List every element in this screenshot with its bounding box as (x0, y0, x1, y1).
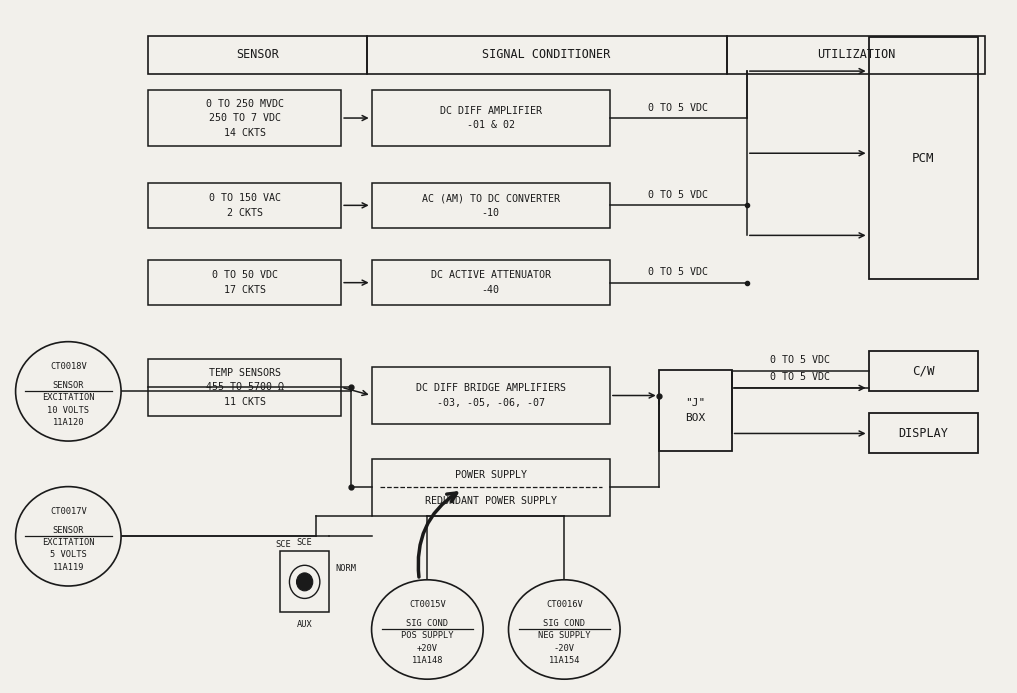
Text: SIG COND: SIG COND (543, 619, 585, 628)
Text: EXCITATION: EXCITATION (42, 538, 95, 547)
Text: 11A120: 11A120 (53, 418, 84, 427)
Text: +20V: +20V (417, 644, 438, 653)
Text: 250 TO 7 VDC: 250 TO 7 VDC (208, 113, 281, 123)
Text: SIGNAL CONDITIONER: SIGNAL CONDITIONER (482, 49, 610, 62)
Text: 0 TO 150 VAC: 0 TO 150 VAC (208, 193, 281, 203)
Text: 0 TO 250 MVDC: 0 TO 250 MVDC (205, 98, 284, 109)
Text: -40: -40 (482, 285, 499, 295)
Text: 11A154: 11A154 (548, 656, 580, 665)
Text: 0 TO 50 VDC: 0 TO 50 VDC (212, 270, 278, 281)
Text: DC DIFF AMPLIFIER: DC DIFF AMPLIFIER (439, 106, 542, 116)
Ellipse shape (15, 342, 121, 441)
Bar (148, 359, 341, 416)
Ellipse shape (15, 486, 121, 586)
Text: 0 TO 5 VDC: 0 TO 5 VDC (770, 356, 830, 365)
Text: SCE: SCE (276, 540, 291, 549)
Text: 14 CKTS: 14 CKTS (224, 128, 265, 137)
Text: DC DIFF BRIDGE AMPLIFIERS: DC DIFF BRIDGE AMPLIFIERS (416, 383, 565, 393)
Ellipse shape (508, 580, 620, 679)
Bar (148, 261, 341, 305)
Text: DC ACTIVE ATTENUATOR: DC ACTIVE ATTENUATOR (431, 270, 551, 281)
Bar (148, 89, 341, 146)
Text: SCE: SCE (297, 538, 312, 547)
Text: CT0015V: CT0015V (409, 600, 445, 609)
Text: 0 TO 5 VDC: 0 TO 5 VDC (649, 190, 709, 200)
Text: 11A148: 11A148 (412, 656, 443, 665)
Text: REDUNDANT POWER SUPPLY: REDUNDANT POWER SUPPLY (425, 496, 556, 507)
Text: -03, -05, -06, -07: -03, -05, -06, -07 (436, 398, 545, 407)
Ellipse shape (371, 580, 483, 679)
Bar (148, 36, 366, 74)
Text: CT0017V: CT0017V (50, 507, 86, 516)
Bar (371, 89, 610, 146)
Bar (371, 183, 610, 228)
Text: 17 CKTS: 17 CKTS (224, 285, 265, 295)
Text: CT0016V: CT0016V (546, 600, 583, 609)
Text: SENSOR: SENSOR (53, 525, 84, 534)
Text: DISPLAY: DISPLAY (898, 427, 948, 440)
Text: NORM: NORM (335, 564, 356, 573)
Text: NEG SUPPLY: NEG SUPPLY (538, 631, 591, 640)
Bar (281, 552, 328, 612)
Bar (371, 367, 610, 424)
Text: POWER SUPPLY: POWER SUPPLY (455, 470, 527, 480)
Text: 10 VOLTS: 10 VOLTS (48, 405, 89, 414)
Text: EXCITATION: EXCITATION (42, 393, 95, 402)
Text: SENSOR: SENSOR (236, 49, 279, 62)
Text: -10: -10 (482, 208, 499, 218)
Text: C/W: C/W (912, 365, 935, 378)
Text: "J": "J" (685, 398, 705, 408)
Text: AC (AM) TO DC CONVERTER: AC (AM) TO DC CONVERTER (422, 193, 559, 203)
Text: PCM: PCM (912, 152, 935, 164)
Bar (869, 351, 978, 392)
Text: BOX: BOX (685, 413, 705, 423)
Bar (371, 459, 610, 516)
Text: SENSOR: SENSOR (53, 380, 84, 389)
Bar (148, 183, 341, 228)
Text: 0 TO 5 VDC: 0 TO 5 VDC (649, 267, 709, 277)
Text: TEMP SENSORS: TEMP SENSORS (208, 368, 281, 378)
Text: POS SUPPLY: POS SUPPLY (401, 631, 454, 640)
Bar (869, 414, 978, 453)
Text: 2 CKTS: 2 CKTS (227, 208, 262, 218)
Bar (869, 37, 978, 279)
Ellipse shape (290, 565, 320, 599)
Bar (659, 370, 731, 451)
Ellipse shape (297, 573, 313, 591)
Bar (726, 36, 985, 74)
Bar (371, 261, 610, 305)
Bar (366, 36, 726, 74)
Text: CT0018V: CT0018V (50, 362, 86, 371)
Text: 455 TO 5700 Ω: 455 TO 5700 Ω (205, 383, 284, 392)
Text: UTILIZATION: UTILIZATION (817, 49, 895, 62)
Text: AUX: AUX (297, 620, 312, 629)
Text: 5 VOLTS: 5 VOLTS (50, 550, 86, 559)
Text: 0 TO 5 VDC: 0 TO 5 VDC (770, 372, 830, 382)
Text: 11 CKTS: 11 CKTS (224, 396, 265, 407)
Text: 11A119: 11A119 (53, 563, 84, 572)
Text: SIG COND: SIG COND (407, 619, 448, 628)
Text: -01 & 02: -01 & 02 (467, 121, 515, 130)
Text: -20V: -20V (554, 644, 575, 653)
Text: 0 TO 5 VDC: 0 TO 5 VDC (649, 103, 709, 113)
